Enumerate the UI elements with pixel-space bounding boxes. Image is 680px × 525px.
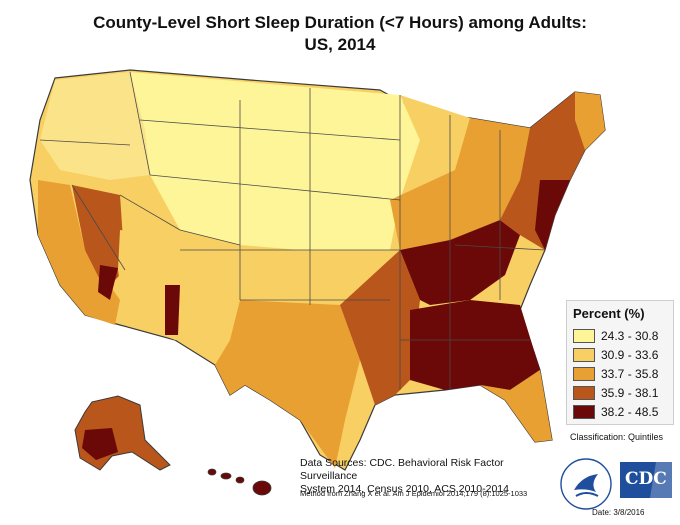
data-sources-line1: Data Sources: CDC. Behavioral Risk Facto… xyxy=(300,457,504,482)
region-texas xyxy=(215,300,360,468)
legend-swatch xyxy=(573,405,595,419)
map-title-line2: US, 2014 xyxy=(304,35,376,54)
region-new-mexico-dark xyxy=(165,285,180,335)
legend-item: 35.9 - 38.1 xyxy=(573,386,673,402)
legend-label: 35.9 - 38.1 xyxy=(601,386,659,400)
region-nevada-dark xyxy=(98,265,118,300)
region-northeast-coast xyxy=(535,180,570,250)
legend-swatch xyxy=(573,329,595,343)
legend-label: 33.7 - 35.8 xyxy=(601,367,659,381)
legend-swatch xyxy=(573,367,595,381)
cdc-logo-icon: CDC xyxy=(620,462,672,498)
region-appalachia xyxy=(400,220,520,305)
region-northern-plains xyxy=(130,72,420,250)
alaska xyxy=(74,395,171,471)
publication-date: Date: 3/8/2016 xyxy=(592,508,645,517)
data-sources: Data Sources: CDC. Behavioral Risk Facto… xyxy=(300,457,550,496)
region-pacific-northwest xyxy=(40,72,150,180)
region-northeast xyxy=(500,92,605,250)
legend-item: 38.2 - 48.5 xyxy=(573,405,673,421)
state-borders xyxy=(39,71,546,390)
region-southeast xyxy=(410,300,540,390)
region-florida xyxy=(480,370,552,442)
map-title-line1: County-Level Short Sleep Duration (<7 Ho… xyxy=(93,13,587,32)
classification-note: Classification: Quintiles xyxy=(570,432,664,442)
data-sources-line2: System 2014, Census 2010, ACS 2010-2014 xyxy=(300,483,509,495)
legend-swatch xyxy=(573,386,595,400)
hhs-eagle-icon xyxy=(560,458,612,510)
region-maine xyxy=(575,92,605,150)
legend-label: 38.2 - 48.5 xyxy=(601,405,659,419)
region-upper-midwest xyxy=(400,95,470,200)
legend-label: 30.9 - 33.6 xyxy=(601,348,659,362)
county-shading xyxy=(38,72,605,468)
legend-item: 24.3 - 30.8 xyxy=(573,329,673,345)
method-citation: Method from Zhang X et al. Am J Epidemio… xyxy=(300,489,528,498)
legend-item: 33.7 - 35.8 xyxy=(573,367,673,383)
legend-item: 30.9 - 33.6 xyxy=(573,348,673,364)
legend-title: Percent (%) xyxy=(573,306,645,321)
region-central xyxy=(390,118,530,250)
alaska-dark-area xyxy=(82,428,118,460)
cdc-logo-text: CDC xyxy=(625,469,667,489)
legend-swatch xyxy=(573,348,595,362)
map-title: County-Level Short Sleep Duration (<7 Ho… xyxy=(0,12,680,56)
legend-label: 24.3 - 30.8 xyxy=(601,329,659,343)
region-southwest xyxy=(118,230,250,340)
hawaii xyxy=(207,468,272,496)
legend: Percent (%) 24.3 - 30.8 30.9 - 33.6 33.7 -… xyxy=(566,300,674,425)
region-nevada xyxy=(72,185,125,290)
